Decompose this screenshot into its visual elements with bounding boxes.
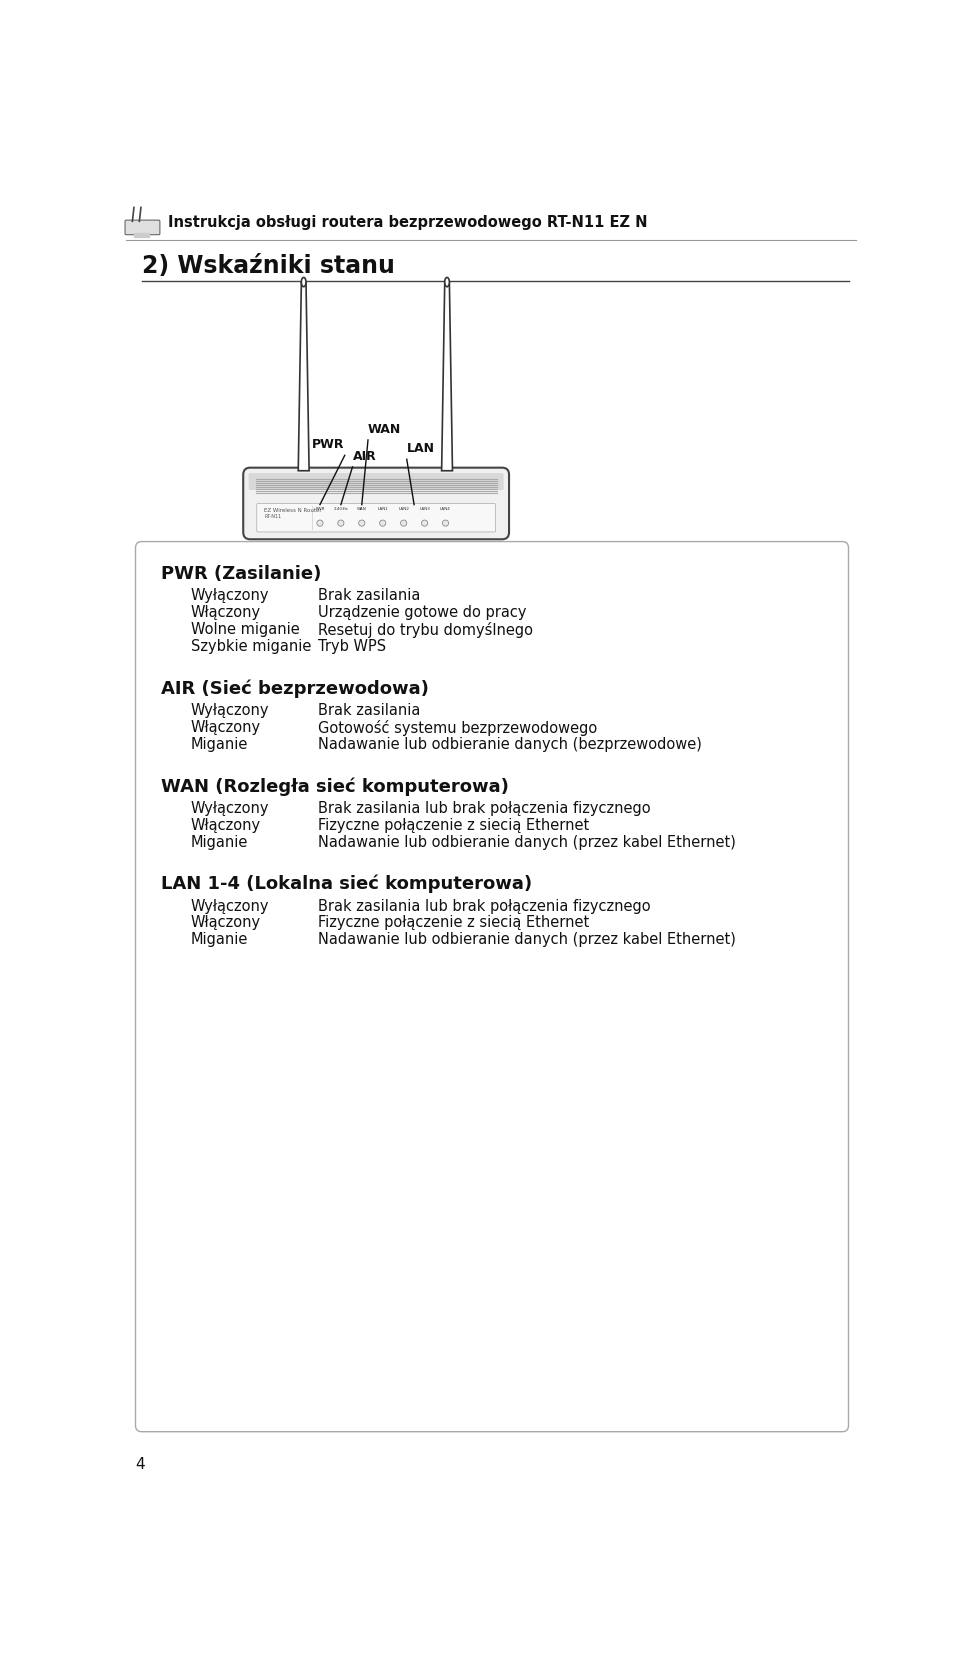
- Text: LAN3: LAN3: [420, 506, 430, 511]
- FancyBboxPatch shape: [243, 468, 509, 540]
- Text: WAN: WAN: [357, 506, 367, 511]
- Text: Miganie: Miganie: [190, 835, 248, 850]
- Text: PWR (Zasilanie): PWR (Zasilanie): [161, 565, 322, 582]
- Text: AIR (Sieć bezprzewodowa): AIR (Sieć bezprzewodowa): [161, 679, 429, 698]
- Text: AIR: AIR: [352, 449, 376, 463]
- Text: WAN: WAN: [368, 423, 401, 436]
- Text: LAN1: LAN1: [377, 506, 388, 511]
- Text: Tryb WPS: Tryb WPS: [319, 639, 387, 654]
- Text: LAN 1-4 (Lokalna sieć komputerowa): LAN 1-4 (Lokalna sieć komputerowa): [161, 875, 532, 894]
- Text: Włączony: Włączony: [190, 605, 261, 620]
- Text: Miganie: Miganie: [190, 932, 248, 948]
- FancyBboxPatch shape: [249, 473, 504, 490]
- Text: Nadawanie lub odbieranie danych (przez kabel Ethernet): Nadawanie lub odbieranie danych (przez k…: [319, 835, 736, 850]
- Text: WAN (Rozległa sieć komputerowa): WAN (Rozległa sieć komputerowa): [161, 776, 509, 795]
- Polygon shape: [299, 282, 309, 471]
- Text: Włączony: Włączony: [190, 818, 261, 833]
- Text: Gotowość systemu bezprzewodowego: Gotowość systemu bezprzewodowego: [319, 719, 598, 736]
- Text: Resetuj do trybu domyślnego: Resetuj do trybu domyślnego: [319, 622, 534, 639]
- Text: Włączony: Włączony: [190, 916, 261, 931]
- Circle shape: [400, 520, 407, 527]
- Text: Brak zasilania lub brak połączenia fizycznego: Brak zasilania lub brak połączenia fizyc…: [319, 802, 651, 815]
- Circle shape: [317, 520, 324, 527]
- Text: Wyłączony: Wyłączony: [190, 589, 269, 604]
- Bar: [134, 233, 150, 236]
- Text: Wyłączony: Wyłączony: [190, 802, 269, 815]
- Circle shape: [338, 520, 344, 527]
- FancyBboxPatch shape: [135, 542, 849, 1432]
- Text: Brak zasilania lub brak połączenia fizycznego: Brak zasilania lub brak połączenia fizyc…: [319, 899, 651, 914]
- Text: 2.4GHz: 2.4GHz: [333, 506, 348, 511]
- Text: Instrukcja obsługi routera bezprzewodowego RT-N11 EZ N: Instrukcja obsługi routera bezprzewodowe…: [168, 215, 648, 230]
- Text: PWR: PWR: [315, 506, 324, 511]
- Text: Nadawanie lub odbieranie danych (bezprzewodowe): Nadawanie lub odbieranie danych (bezprze…: [319, 736, 703, 751]
- Text: Wyłączony: Wyłączony: [190, 703, 269, 718]
- Text: LAN2: LAN2: [398, 506, 409, 511]
- Text: Miganie: Miganie: [190, 736, 248, 751]
- Circle shape: [443, 520, 448, 527]
- FancyBboxPatch shape: [125, 220, 160, 235]
- Circle shape: [359, 520, 365, 527]
- Text: RT-N11: RT-N11: [264, 513, 281, 518]
- Text: Urządzenie gotowe do pracy: Urządzenie gotowe do pracy: [319, 605, 527, 620]
- Text: LAN: LAN: [407, 443, 435, 456]
- Ellipse shape: [301, 277, 306, 287]
- Text: Nadawanie lub odbieranie danych (przez kabel Ethernet): Nadawanie lub odbieranie danych (przez k…: [319, 932, 736, 948]
- Text: LAN4: LAN4: [440, 506, 451, 511]
- Text: Wyłączony: Wyłączony: [190, 899, 269, 914]
- Text: Brak zasilania: Brak zasilania: [319, 589, 420, 604]
- Text: Szybkie miganie: Szybkie miganie: [190, 639, 311, 654]
- Text: 4: 4: [135, 1457, 145, 1471]
- Text: Fizyczne połączenie z siecią Ethernet: Fizyczne połączenie z siecią Ethernet: [319, 916, 589, 931]
- Text: Brak zasilania: Brak zasilania: [319, 703, 420, 718]
- Text: EZ Wireless N Router: EZ Wireless N Router: [264, 508, 322, 513]
- Text: 2) Wskaźniki stanu: 2) Wskaźniki stanu: [142, 253, 395, 278]
- Text: Włączony: Włączony: [190, 719, 261, 735]
- Text: PWR: PWR: [312, 438, 345, 451]
- Text: Wolne miganie: Wolne miganie: [190, 622, 300, 637]
- FancyBboxPatch shape: [256, 503, 495, 532]
- Text: Fizyczne połączenie z siecią Ethernet: Fizyczne połączenie z siecią Ethernet: [319, 818, 589, 833]
- Polygon shape: [442, 282, 452, 471]
- Circle shape: [379, 520, 386, 527]
- Circle shape: [421, 520, 427, 527]
- Ellipse shape: [444, 277, 449, 287]
